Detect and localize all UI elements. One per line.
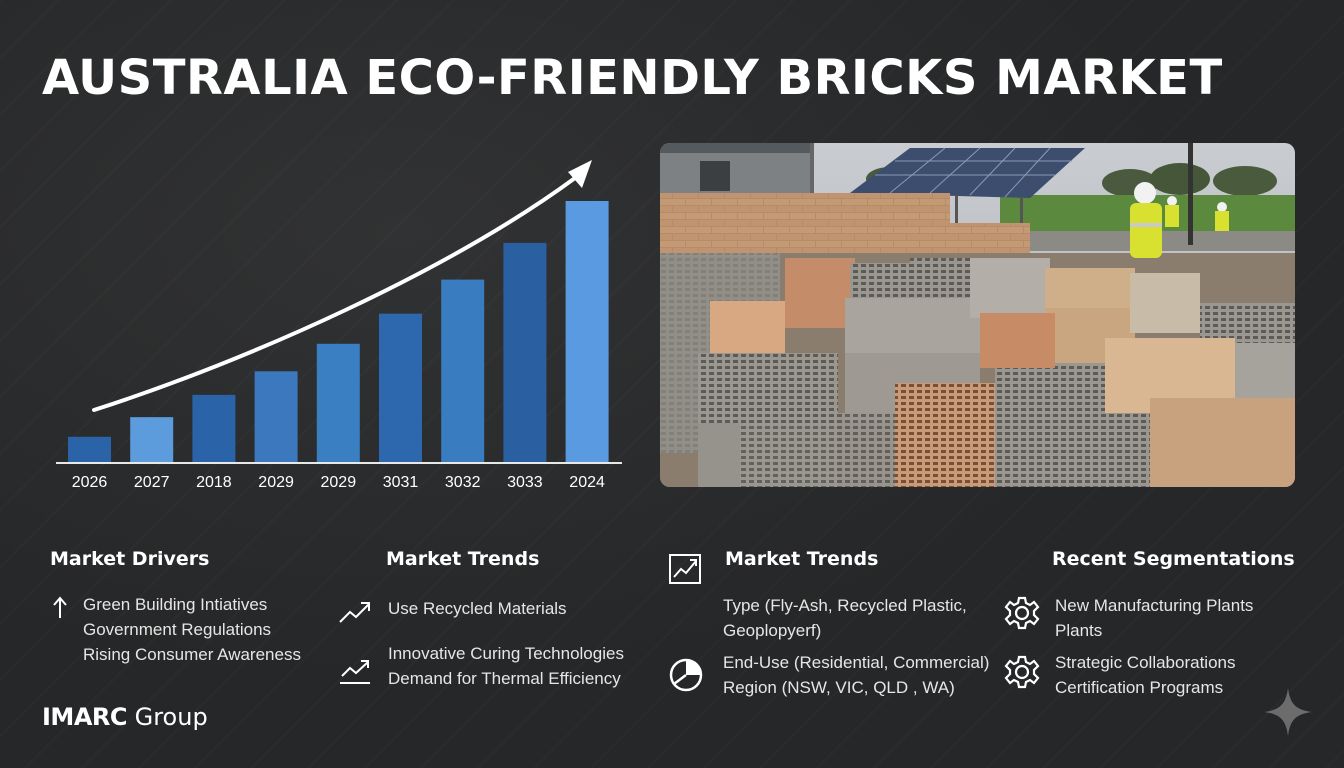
recent-segmentations-section: Recent Segmentations: [1052, 548, 1295, 570]
list-item: Green Building Intiatives: [83, 595, 268, 614]
bar-chart-svg: 2026 2027 2018 2029 2029 3031 3032 3033 2024: [56, 160, 622, 491]
logo-bold: IMARC: [42, 703, 127, 731]
arrow-up-icon: [52, 596, 68, 620]
market-drivers-section: Market Drivers: [50, 548, 209, 570]
segment-type-item: Type (Fly-Ash, Recycled Plastic, Geoplop…: [723, 593, 967, 643]
x-tick-label: 2026: [72, 474, 108, 491]
list-item: Demand for Thermal Efficiency: [388, 669, 621, 688]
recent-segmentations-title: Recent Segmentations: [1052, 548, 1295, 570]
market-trends-list: Innovative Curing Technologies Demand fo…: [388, 641, 624, 691]
brick-yard-photo: [660, 143, 1295, 487]
market-trends-title: Market Trends: [386, 548, 540, 570]
gear-icon: [1004, 595, 1040, 631]
bar-6: [441, 279, 485, 463]
bar-7: [503, 242, 547, 463]
bar-5: [379, 313, 422, 463]
recent-collab-item: Strategic Collaborations Certification P…: [1055, 650, 1235, 700]
list-item: End-Use (Residential, Commercial): [723, 653, 990, 672]
imarc-logo: IMARC Group: [42, 703, 208, 732]
pie-chart-icon: [668, 657, 704, 693]
bar-0: [68, 436, 111, 463]
list-item: Plants: [1055, 621, 1103, 640]
list-item: Type (Fly-Ash, Recycled Plastic,: [723, 596, 967, 615]
sparkle-icon: [1262, 686, 1314, 743]
recent-plants-item: New Manufacturing Plants Plants: [1055, 593, 1253, 643]
segment-enduse-item: End-Use (Residential, Commercial) Region…: [723, 650, 989, 700]
trend-chart-icon: [338, 658, 372, 686]
bar-4: [316, 343, 360, 463]
trend-arrow-head: [568, 160, 592, 188]
market-trends-section: Market Trends: [386, 548, 539, 570]
bar-2: [192, 394, 236, 463]
bar-1: [130, 417, 174, 463]
list-item: Certification Programs: [1055, 678, 1224, 697]
x-tick-label: 3031: [383, 474, 419, 491]
list-item: Geoplopyerf): [723, 621, 822, 640]
list-item: New Manufacturing Plants: [1055, 596, 1254, 615]
x-tick-label: 2027: [134, 474, 170, 491]
x-tick-label: 2018: [196, 474, 232, 491]
page-title: AUSTRALIA ECO-FRIENDLY BRICKS MARKET: [42, 50, 1223, 106]
list-item: Strategic Collaborations: [1055, 653, 1236, 672]
market-drivers-title: Market Drivers: [50, 548, 210, 570]
bar-8: [565, 201, 609, 463]
photo-illustration: [660, 143, 1295, 487]
x-tick-label: 2029: [321, 474, 357, 491]
trend-line-icon: [338, 600, 372, 624]
bar-3: [254, 371, 298, 463]
market-drivers-list: Green Building Intiatives Government Reg…: [83, 592, 301, 667]
list-item: Region (NSW, VIC, QLD , WA): [723, 678, 955, 697]
x-tick-label: 2029: [258, 474, 294, 491]
x-tick-label: 3032: [445, 474, 481, 491]
list-item: Rising Consumer Awareness: [83, 645, 301, 664]
segment-trends-title: Market Trends: [725, 548, 879, 570]
trend-arrow: [92, 176, 577, 412]
bar-chart: 2026 2027 2018 2029 2029 3031 3032 3033 2024: [50, 150, 630, 500]
logo-regular: Group: [126, 703, 208, 731]
x-tick-label: 3033: [507, 474, 543, 491]
segment-trends-section: Market Trends: [725, 548, 878, 570]
x-tick-label: 2024: [569, 474, 605, 491]
list-item: Innovative Curing Technologies: [388, 644, 624, 663]
list-item: Government Regulations: [83, 620, 272, 639]
list-item: Use Recycled Materials: [388, 599, 567, 618]
gear-icon: [1004, 654, 1040, 690]
chart-box-icon: [668, 553, 702, 585]
